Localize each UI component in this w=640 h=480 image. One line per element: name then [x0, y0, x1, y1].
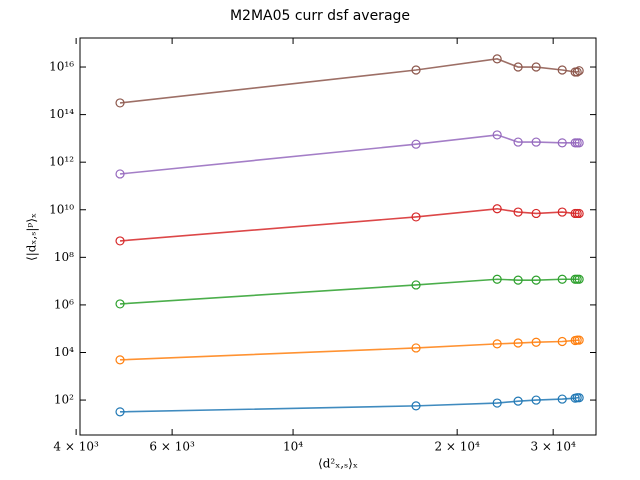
data-point [411, 212, 421, 222]
x-tick-label: 4 × 10³ [53, 440, 99, 454]
data-point [531, 395, 541, 405]
data-point [574, 66, 584, 76]
data-point [411, 65, 421, 75]
data-point [492, 398, 502, 408]
series-line [119, 58, 580, 104]
data-point [411, 343, 421, 353]
x-tick-label: 6 × 10³ [149, 440, 195, 454]
y-tick-label: 10¹⁰ [49, 202, 74, 216]
data-point [557, 274, 567, 284]
data-point [513, 207, 523, 217]
data-point [557, 65, 567, 75]
data-point [531, 337, 541, 347]
x-tick-label: 2 × 10⁴ [434, 440, 480, 454]
x-tick-label: 10⁴ [283, 440, 303, 454]
y-tick-label: 10¹⁶ [49, 60, 74, 74]
data-point [531, 275, 541, 285]
data-point [115, 98, 125, 108]
data-point [574, 393, 584, 403]
data-point [492, 130, 502, 140]
y-tick-label: 10⁶ [54, 297, 74, 311]
data-point [492, 54, 502, 64]
plot-frame [79, 37, 597, 436]
data-point [115, 169, 125, 179]
data-point [513, 137, 523, 147]
data-point [557, 394, 567, 404]
data-point [513, 338, 523, 348]
y-tick-label: 10¹² [49, 155, 74, 169]
data-point [513, 396, 523, 406]
data-point [531, 137, 541, 147]
data-point [492, 274, 502, 284]
x-axis-label: ⟨d²ₓ,ₛ⟩ₓ [318, 457, 358, 471]
chart-title: M2MA05 curr dsf average [230, 8, 410, 24]
data-point [574, 138, 584, 148]
data-point [115, 299, 125, 309]
data-point [411, 280, 421, 290]
y-tick-label: 10⁸ [54, 250, 74, 264]
data-point [411, 139, 421, 149]
data-point [115, 355, 125, 365]
y-axis-label: ⟨|dₓ,ₛ|ᵖ⟩ₓ [25, 213, 39, 261]
x-tick-label: 3 × 10⁴ [530, 440, 576, 454]
y-tick-label: 10¹⁴ [49, 107, 74, 121]
series-line [120, 396, 580, 413]
series-line [119, 134, 580, 175]
y-tick-label: 10² [54, 393, 74, 407]
data-point [557, 138, 567, 148]
data-point [574, 274, 584, 284]
series-line [119, 207, 580, 242]
data-point [557, 336, 567, 347]
data-point [492, 339, 502, 349]
y-tick-label: 10⁴ [54, 345, 74, 359]
data-point [557, 207, 567, 217]
data-point [531, 208, 541, 219]
series-line [119, 339, 580, 361]
data-point [411, 401, 421, 411]
data-point [531, 62, 541, 72]
data-point [115, 407, 125, 417]
series-line [119, 278, 580, 305]
data-point [492, 204, 502, 214]
data-point [574, 208, 584, 219]
data-point [513, 62, 523, 72]
data-point [513, 275, 523, 285]
data-point [574, 335, 584, 345]
data-point [115, 236, 125, 246]
data-point [572, 67, 582, 77]
